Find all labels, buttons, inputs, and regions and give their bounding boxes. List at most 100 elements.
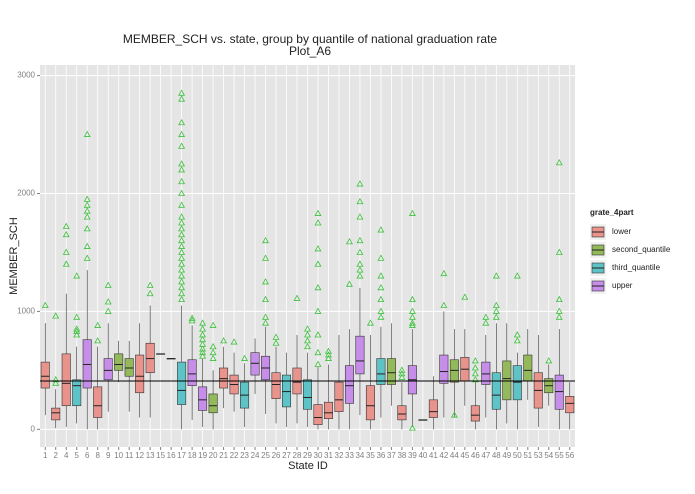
x-tick-label: 31 xyxy=(324,451,333,460)
outlier xyxy=(209,348,217,356)
x-tick-label: 28 xyxy=(293,451,302,460)
outlier xyxy=(178,142,186,149)
x-tick-label: 1 xyxy=(43,451,48,460)
outlier xyxy=(262,278,270,285)
outlier xyxy=(262,313,270,320)
outlier xyxy=(408,307,416,314)
outlier xyxy=(199,335,207,343)
outlier xyxy=(104,281,112,288)
outlier xyxy=(356,266,364,273)
x-tick-label: 54 xyxy=(544,451,553,460)
outlier xyxy=(178,266,186,273)
x-tick-label: 40 xyxy=(418,451,427,460)
outlier xyxy=(377,307,385,314)
outlier xyxy=(440,301,448,308)
box xyxy=(313,404,323,425)
x-tick-label: 39 xyxy=(408,451,417,460)
outlier xyxy=(314,307,322,314)
box xyxy=(386,358,396,385)
x-tick-label: 8 xyxy=(95,451,100,460)
outlier xyxy=(356,236,364,244)
outlier xyxy=(94,321,102,328)
outlier xyxy=(178,95,186,102)
outlier xyxy=(377,254,385,261)
box xyxy=(61,353,71,407)
box xyxy=(271,372,281,399)
outlier xyxy=(199,352,207,359)
outlier xyxy=(220,337,228,344)
x-tick-label: 30 xyxy=(314,451,323,460)
chart-title: MEMBER_SCH vs. state, group by quantile … xyxy=(123,32,498,46)
outlier xyxy=(314,331,322,338)
outlier xyxy=(199,348,207,356)
outlier xyxy=(408,295,416,303)
outlier xyxy=(52,312,60,319)
box xyxy=(177,361,187,405)
outlier xyxy=(199,325,207,332)
outlier xyxy=(83,195,91,202)
outlier xyxy=(199,340,207,347)
outlier xyxy=(492,307,500,314)
outlier xyxy=(178,278,186,285)
outlier xyxy=(146,289,154,297)
outlier xyxy=(555,159,563,166)
x-tick-label: 50 xyxy=(513,451,522,460)
outlier xyxy=(178,242,186,249)
outlier xyxy=(356,197,364,205)
x-tick-label: 46 xyxy=(471,451,480,460)
box xyxy=(114,353,124,371)
x-tick-label: 16 xyxy=(167,451,176,460)
outlier xyxy=(104,307,112,314)
outlier xyxy=(73,272,81,279)
outlier xyxy=(314,348,322,356)
outlier xyxy=(408,209,416,216)
outlier xyxy=(73,331,81,338)
box xyxy=(397,405,407,421)
outlier xyxy=(304,337,311,344)
box xyxy=(512,365,522,401)
outlier xyxy=(62,260,70,267)
x-tick-label: 4 xyxy=(64,451,69,460)
x-tick-label: 12 xyxy=(135,451,144,460)
box xyxy=(124,358,134,377)
outlier xyxy=(324,347,332,354)
outlier xyxy=(398,373,406,380)
outlier xyxy=(304,342,311,350)
x-tick-label: 21 xyxy=(219,451,228,460)
outlier xyxy=(83,254,91,261)
outlier xyxy=(83,213,91,220)
box xyxy=(344,365,354,404)
x-tick-label: 49 xyxy=(502,451,511,460)
outlier xyxy=(52,379,60,386)
outlier xyxy=(450,411,458,418)
outlier xyxy=(178,219,186,226)
outlier xyxy=(555,313,563,320)
outlier xyxy=(513,272,521,279)
outlier xyxy=(377,313,385,320)
outlier xyxy=(513,337,521,344)
box xyxy=(219,367,229,389)
x-tick-label: 44 xyxy=(450,451,459,460)
outlier xyxy=(482,319,490,326)
outlier xyxy=(356,248,364,255)
outlier xyxy=(377,284,385,291)
outlier xyxy=(94,337,102,344)
legend-label: upper xyxy=(612,281,633,290)
x-tick-label: 41 xyxy=(429,451,438,460)
outlier xyxy=(178,118,186,126)
outlier xyxy=(178,225,186,232)
box xyxy=(93,386,103,418)
x-tick-label: 2 xyxy=(54,451,59,460)
outlier xyxy=(178,236,186,244)
box xyxy=(145,342,155,374)
box xyxy=(554,374,564,410)
outlier xyxy=(314,284,322,291)
outlier xyxy=(178,272,186,279)
x-tick-label: 10 xyxy=(114,451,123,460)
outlier xyxy=(492,313,500,320)
x-tick-label: 35 xyxy=(366,451,375,460)
outlier xyxy=(471,375,479,383)
x-tick-label: 32 xyxy=(335,451,344,460)
y-tick-label: 1000 xyxy=(17,307,35,316)
x-tick-label: 15 xyxy=(156,451,165,460)
